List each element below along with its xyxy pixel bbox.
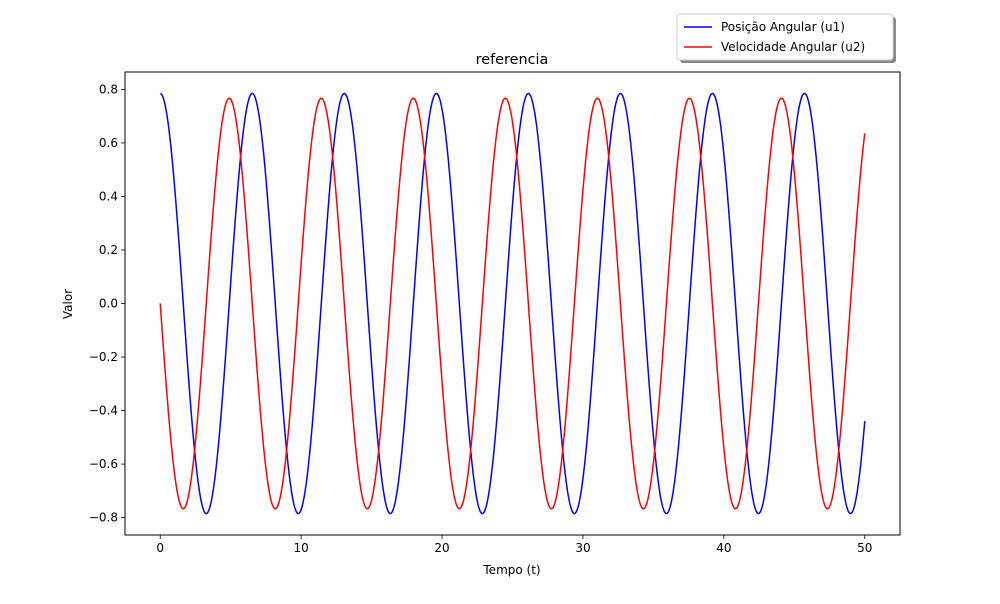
legend-box [676,13,894,61]
x-axis: 0 10 20 30 40 50 [156,535,872,555]
x-tick-label: 30 [575,541,590,555]
x-tick-label: 40 [716,541,731,555]
y-tick-label: −0.6 [89,457,118,471]
series-line-1 [159,92,866,515]
x-tick-label: 50 [857,541,872,555]
y-tick-label: −0.2 [89,350,118,364]
x-axis-label: Tempo (t) [482,563,540,577]
chart-title: referencia [476,52,549,68]
x-tick-label: 10 [293,541,308,555]
legend-label-2: Velocidade Angular (u2) [721,40,865,54]
y-axis: −0.8 −0.6 −0.4 −0.2 0.0 0.2 0.4 0.6 0.8 [89,82,125,525]
y-tick-label: 0.6 [99,136,118,150]
x-tick-label: 0 [156,541,164,555]
y-tick-label: 0.2 [99,243,118,257]
legend-label-1: Posição Angular (u1) [721,20,845,34]
x-tick-label: 20 [434,541,449,555]
y-tick-label: 0.4 [99,189,118,203]
y-tick-label: 0.8 [99,82,118,96]
y-tick-label: 0.0 [99,297,118,311]
y-axis-label: Valor [61,289,75,319]
series-line-2 [159,97,866,510]
y-tick-label: −0.4 [89,404,118,418]
y-tick-label: −0.8 [89,511,118,525]
series-group [159,92,866,515]
legend: Posição Angular (u1) Velocidade Angular (… [676,13,896,63]
